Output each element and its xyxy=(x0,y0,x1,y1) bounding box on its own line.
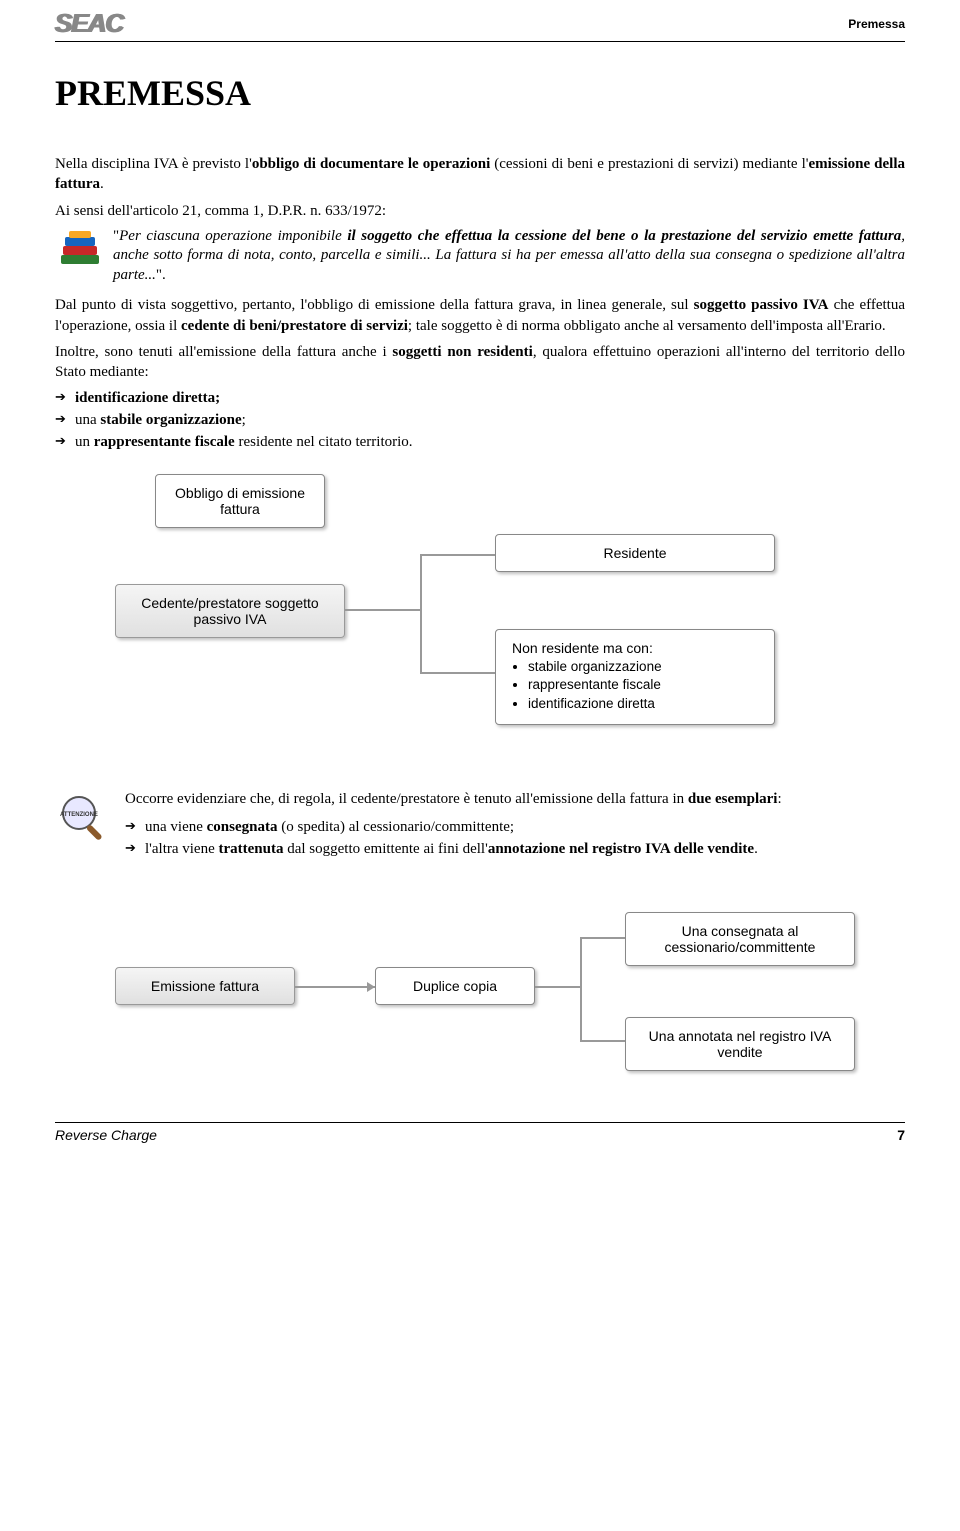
paragraph: Inoltre, sono tenuti all'emissione della… xyxy=(55,342,905,383)
page-header: SEAC Premessa xyxy=(55,0,905,42)
page-number: 7 xyxy=(897,1127,905,1143)
quote-text: "Per ciascuna operazione imponibile il s… xyxy=(113,227,905,286)
paragraph: Nella disciplina IVA è previsto l'obblig… xyxy=(55,154,905,195)
bullet-list: identificazione diretta; una stabile org… xyxy=(55,388,905,453)
flow-node: Cedente/prestatore soggetto passivo IVA xyxy=(115,584,345,638)
connector xyxy=(580,1040,625,1042)
list-item: una viene consegnata (o spedita) al cess… xyxy=(125,817,782,839)
list-item: un rappresentante fiscale residente nel … xyxy=(55,432,905,454)
connector xyxy=(420,554,495,556)
books-icon xyxy=(55,227,105,282)
connector xyxy=(420,672,495,674)
connector xyxy=(535,986,582,988)
page-footer: Reverse Charge 7 xyxy=(55,1122,905,1147)
flow-node: Una annotata nel registro IVA vendite xyxy=(625,1017,855,1071)
flowchart-1: Obbligo di emissione fattura Cedente/pre… xyxy=(115,474,905,754)
connector xyxy=(345,609,422,611)
paragraph: Ai sensi dell'articolo 21, comma 1, D.P.… xyxy=(55,201,905,221)
paragraph: Occorre evidenziare che, di regola, il c… xyxy=(125,789,782,809)
quote-block: "Per ciascuna operazione imponibile il s… xyxy=(55,227,905,286)
logo: SEAC xyxy=(55,8,123,39)
paragraph: Dal punto di vista soggettivo, pertanto,… xyxy=(55,295,905,336)
list-item: l'altra viene trattenuta dal soggetto em… xyxy=(125,839,782,861)
bullet-list: una viene consegnata (o spedita) al cess… xyxy=(125,817,782,861)
flow-node: Non residente ma con: stabile organizzaz… xyxy=(495,629,775,726)
connector xyxy=(420,554,422,674)
flow-node: Obbligo di emissione fattura xyxy=(155,474,325,528)
attention-block: ATTENZIONE Occorre evidenziare che, di r… xyxy=(55,789,905,873)
list-item: una stabile organizzazione; xyxy=(55,410,905,432)
list-item: identificazione diretta; xyxy=(55,388,905,410)
header-section-label: Premessa xyxy=(848,17,905,31)
connector xyxy=(580,937,625,939)
magnifier-icon: ATTENZIONE xyxy=(55,789,115,854)
page-title: PREMESSA xyxy=(55,72,905,114)
flow-node: Emissione fattura xyxy=(115,967,295,1005)
flow-node: Residente xyxy=(495,534,775,572)
connector xyxy=(295,986,375,988)
flow-node: Duplice copia xyxy=(375,967,535,1005)
flow-node: Una consegnata al cessionario/committent… xyxy=(625,912,855,966)
connector xyxy=(580,937,582,1042)
arrow-icon xyxy=(367,982,375,992)
svg-text:ATTENZIONE: ATTENZIONE xyxy=(60,812,98,818)
footer-title: Reverse Charge xyxy=(55,1127,157,1143)
flowchart-2: Emissione fattura Duplice copia Una cons… xyxy=(115,902,905,1082)
